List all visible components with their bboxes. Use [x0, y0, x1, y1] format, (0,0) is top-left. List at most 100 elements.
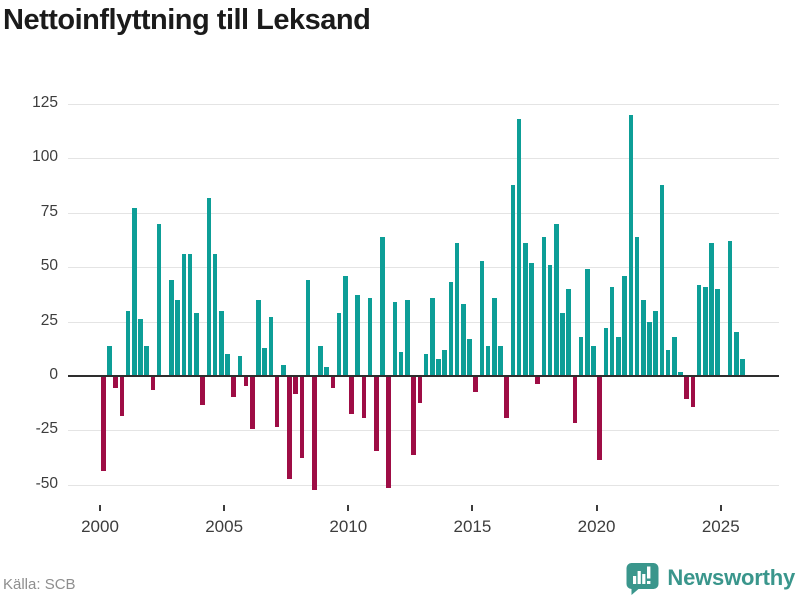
bar: [572, 377, 578, 423]
bar: [243, 377, 249, 386]
bar: [324, 367, 329, 376]
bar: [597, 377, 603, 460]
y-tick-label: 0: [49, 366, 58, 383]
x-tick-label: 2015: [453, 517, 492, 536]
bar: [678, 371, 683, 376]
bar: [429, 297, 435, 376]
bar: [374, 377, 379, 451]
bar: [423, 354, 429, 376]
bar: [442, 349, 447, 376]
bar: [312, 377, 317, 491]
x-tick-mark: [471, 505, 474, 511]
bar: [386, 377, 392, 488]
bar: [529, 262, 534, 376]
bar: [547, 265, 553, 376]
bar: [659, 184, 665, 376]
gridline: [68, 158, 779, 160]
gridline: [68, 321, 779, 323]
bar: [473, 377, 478, 393]
y-tick-label: 50: [40, 257, 58, 275]
bar: [454, 243, 460, 376]
x-tick-label: 2020: [577, 517, 616, 536]
bar: [460, 304, 466, 376]
bar: [535, 377, 540, 384]
bar: [138, 319, 143, 376]
bar: [200, 377, 205, 406]
bar: [101, 377, 106, 471]
bar: [647, 321, 652, 376]
bar: [274, 377, 280, 428]
source-note: Källa: SCB: [3, 576, 76, 593]
bar: [554, 223, 559, 376]
bar: [280, 365, 286, 376]
bar: [144, 345, 150, 376]
x-tick-mark: [223, 505, 226, 511]
bar: [696, 284, 702, 376]
bar: [150, 377, 156, 391]
bar: [355, 295, 361, 376]
bar: [318, 345, 323, 376]
bar: [212, 254, 218, 376]
bar: [249, 377, 255, 430]
bar: [218, 310, 224, 376]
bar: [262, 347, 267, 376]
bar: [231, 377, 236, 397]
bar: [336, 312, 342, 376]
bar: [299, 377, 305, 458]
bar: [740, 358, 745, 376]
bar: [305, 280, 311, 376]
bar: [653, 310, 658, 376]
bar: [194, 312, 199, 376]
gridline: [68, 430, 779, 432]
bar: [225, 354, 230, 376]
bar: [181, 254, 187, 376]
bar: [709, 243, 714, 376]
bar: [609, 286, 615, 376]
bar: [523, 243, 528, 376]
x-tick-label: 2010: [329, 517, 368, 536]
bar: [113, 377, 118, 388]
bar: [411, 377, 416, 456]
x-tick-label: 2005: [205, 517, 244, 536]
x-tick-mark: [719, 505, 722, 511]
gridline: [68, 267, 779, 269]
bar: [467, 339, 472, 376]
bar: [684, 377, 689, 399]
bar: [367, 297, 373, 376]
bar: [727, 241, 733, 376]
bar: [361, 377, 367, 419]
x-tick-mark: [347, 505, 350, 511]
bar: [187, 254, 193, 376]
bar: [256, 299, 261, 376]
bar: [516, 119, 522, 376]
bar: [504, 377, 509, 419]
bar: [156, 223, 162, 376]
bar: [603, 328, 609, 376]
bar: [175, 299, 181, 376]
bar: [479, 260, 485, 376]
bar: [591, 345, 596, 376]
bar: [560, 312, 565, 376]
y-tick-label: 75: [40, 202, 58, 220]
bar: [634, 236, 640, 376]
bar: [498, 345, 503, 376]
bar: [628, 114, 634, 376]
bar: [392, 302, 398, 376]
y-tick-label: -50: [35, 474, 58, 492]
bar: [287, 377, 292, 480]
bar: [237, 356, 243, 376]
bar: [690, 377, 696, 408]
bar: [343, 275, 348, 376]
y-tick-label: 100: [32, 148, 58, 166]
chart-title: Nettoinflyttning till Leksand: [3, 4, 371, 36]
bar: [566, 288, 572, 376]
bar: [293, 377, 298, 395]
x-tick-label: 2000: [81, 517, 119, 536]
x-tick-label: 2025: [701, 517, 740, 536]
bar: [380, 236, 385, 376]
bar: [734, 332, 739, 376]
bar: [169, 280, 174, 376]
zero-axis-line: [68, 375, 779, 377]
gridline: [68, 212, 779, 214]
